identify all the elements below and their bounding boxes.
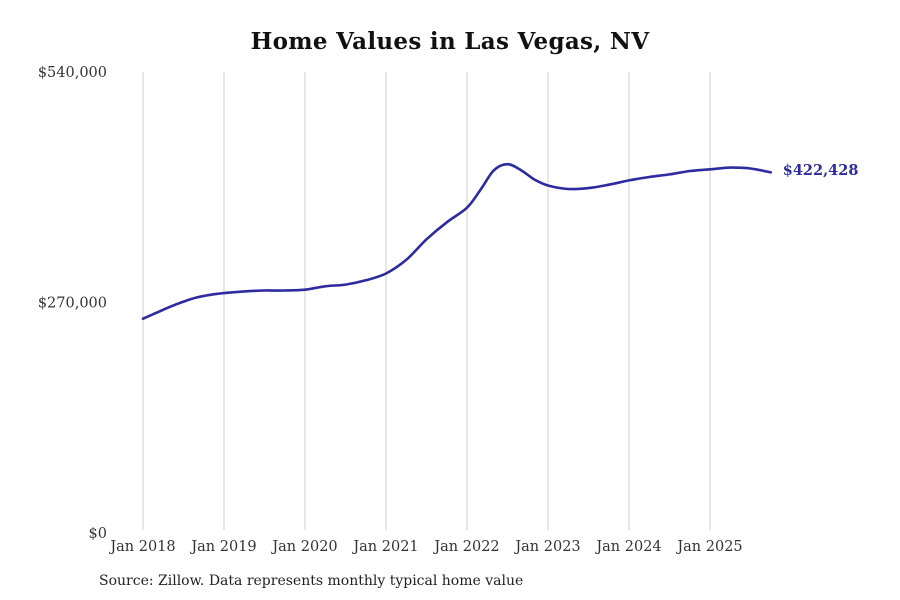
y-axis-tick-label: $270,000 bbox=[38, 296, 107, 312]
chart-title: Home Values in Las Vegas, NV bbox=[250, 28, 650, 55]
x-axis-tick-label: Jan 2023 bbox=[513, 539, 580, 555]
home-value-line bbox=[141, 162, 773, 320]
x-axis-tick-label: Jan 2018 bbox=[108, 539, 175, 555]
x-axis-tick-label: Jan 2022 bbox=[432, 539, 499, 555]
y-axis-tick-label: $540,000 bbox=[38, 65, 107, 81]
latest-value-label: $422,428 bbox=[782, 162, 859, 180]
x-axis-tick-label: Jan 2024 bbox=[594, 539, 661, 555]
x-axis-tick-label: Jan 2021 bbox=[351, 539, 418, 555]
x-axis-tick-label: Jan 2025 bbox=[675, 539, 742, 555]
x-axis-tick-label: Jan 2020 bbox=[270, 539, 337, 555]
x-axis-tick-label: Jan 2019 bbox=[189, 539, 256, 555]
source-note: Source: Zillow. Data represents monthly … bbox=[99, 573, 524, 589]
y-axis-tick-label: $0 bbox=[89, 526, 107, 542]
